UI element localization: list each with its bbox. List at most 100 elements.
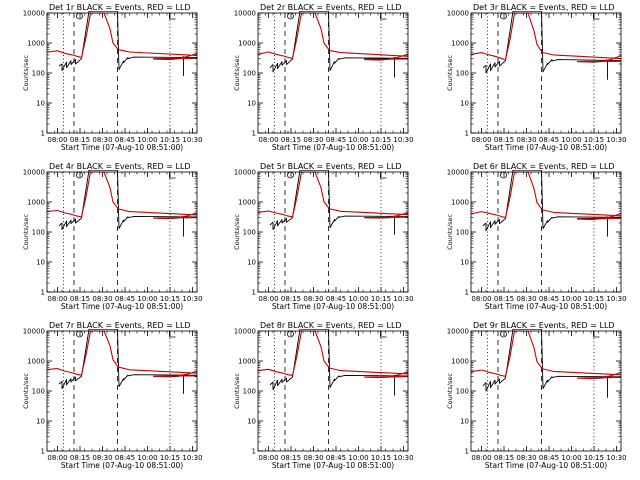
x-tick-label: 10:30	[606, 295, 626, 303]
x-tick-label: 08:15	[494, 136, 514, 144]
y-axis-label: Counts/sec	[233, 55, 241, 91]
chart-title: Det 5r BLACK = Events, RED = LLD	[260, 162, 402, 171]
lld-line	[258, 12, 408, 61]
bracket-marker	[380, 331, 387, 338]
plot-frame	[257, 330, 409, 452]
y-axis-label: Counts/sec	[446, 55, 454, 91]
y-tick-label: 100	[456, 388, 469, 396]
chart-panel-9: Det 9r BLACK = Events, RED = LLD 1 10 100 10…	[446, 321, 627, 470]
y-tick-label: 10	[247, 259, 256, 267]
chart-panel-8: Det 8r BLACK = Events, RED = LLD 1 10 100 10…	[233, 321, 414, 470]
x-tick-label: 08:30	[303, 454, 323, 462]
y-axis-label: Counts/sec	[22, 373, 30, 409]
chart-title: Det 1r BLACK = Events, RED = LLD	[49, 3, 191, 12]
y-tick-label: 1	[252, 289, 256, 297]
x-tick-label: 08:15	[70, 454, 90, 462]
y-tick-label: 1000	[238, 199, 256, 207]
x-tick-label: 08:45	[326, 295, 346, 303]
x-tick-label: 10:15	[584, 295, 604, 303]
plot-frame	[257, 171, 409, 293]
x-tick-label: 08:30	[516, 454, 536, 462]
y-tick-label: 100	[243, 229, 256, 237]
x-tick-label: 08:15	[281, 295, 301, 303]
x-tick-label: 10:00	[348, 454, 368, 462]
y-tick-label: 1000	[451, 199, 469, 207]
chart-panel-3: Det 3r BLACK = Events, RED = LLD 1 10 100 10…	[446, 3, 627, 152]
x-tick-label: 10:00	[137, 136, 157, 144]
y-tick-label: 1	[41, 289, 45, 297]
plot-frame	[46, 12, 198, 134]
plot-frame	[46, 330, 198, 452]
y-tick-label: 10000	[23, 10, 45, 18]
y-tick-label: 1000	[238, 40, 256, 48]
x-tick-label: 08:00	[258, 454, 278, 462]
x-tick-label: 10:30	[182, 295, 202, 303]
events-line	[269, 329, 408, 396]
x-axis-label: Start Time (07-Aug-10 08:51:00)	[272, 143, 394, 152]
y-tick-label: 1	[252, 130, 256, 138]
x-axis-label: Start Time (07-Aug-10 08:51:00)	[485, 143, 607, 152]
chart-title: Det 4r BLACK = Events, RED = LLD	[49, 162, 191, 171]
lld-line	[471, 330, 621, 380]
x-tick-label: 08:30	[92, 454, 112, 462]
attenuator-marker	[76, 330, 83, 338]
lld-line	[258, 330, 408, 379]
lld-line	[47, 330, 197, 378]
x-tick-label: 10:00	[561, 295, 581, 303]
x-tick-label: 08:45	[115, 136, 135, 144]
y-tick-label: 10	[36, 100, 45, 108]
chart-panel-6: Det 6r BLACK = Events, RED = LLD 1 10 100 10…	[446, 162, 627, 311]
x-tick-label: 08:45	[539, 295, 559, 303]
x-tick-label: 10:15	[160, 454, 180, 462]
chart-title: Det 2r BLACK = Events, RED = LLD	[260, 3, 402, 12]
lld-line	[47, 171, 197, 220]
x-tick-label: 08:45	[539, 136, 559, 144]
y-tick-label: 100	[456, 229, 469, 237]
attenuator-marker	[287, 171, 294, 179]
y-tick-label: 1	[41, 130, 45, 138]
events-line	[58, 329, 197, 394]
bracket-marker	[593, 331, 600, 338]
x-tick-label: 10:30	[182, 454, 202, 462]
series-layer	[471, 170, 621, 237]
y-tick-label: 1000	[27, 40, 45, 48]
series-layer	[258, 11, 408, 78]
y-axis-label: Counts/sec	[22, 214, 30, 250]
chart-panel-4: Det 4r BLACK = Events, RED = LLD 1 10 100 10…	[22, 162, 203, 311]
x-tick-label: 08:45	[115, 295, 135, 303]
y-tick-label: 100	[456, 70, 469, 78]
y-tick-label: 10000	[23, 169, 45, 177]
x-tick-label: 08:00	[471, 295, 491, 303]
series-layer	[47, 11, 197, 76]
x-tick-label: 08:15	[494, 295, 514, 303]
x-tick-label: 10:30	[606, 454, 626, 462]
x-tick-label: 08:00	[47, 295, 67, 303]
x-axis-label: Start Time (07-Aug-10 08:51:00)	[61, 143, 183, 152]
x-tick-label: 10:30	[182, 136, 202, 144]
x-tick-label: 08:15	[281, 454, 301, 462]
bracket-marker	[380, 172, 387, 179]
y-tick-label: 10	[460, 418, 469, 426]
y-tick-label: 100	[243, 70, 256, 78]
x-tick-label: 08:00	[471, 454, 491, 462]
x-tick-label: 10:15	[371, 295, 391, 303]
series-layer	[47, 329, 197, 394]
events-line	[482, 329, 621, 398]
chart-panel-7: Det 7r BLACK = Events, RED = LLD 1 10 100 10…	[22, 321, 203, 470]
attenuator-marker	[76, 12, 83, 20]
plot-frame	[257, 12, 409, 134]
x-tick-label: 08:15	[70, 295, 90, 303]
x-tick-label: 08:45	[326, 454, 346, 462]
x-axis-label: Start Time (07-Aug-10 08:51:00)	[485, 302, 607, 311]
series-layer	[471, 329, 621, 398]
y-axis-label: Counts/sec	[22, 55, 30, 91]
series-layer	[258, 170, 408, 235]
x-tick-label: 08:15	[70, 136, 90, 144]
x-tick-label: 10:00	[137, 295, 157, 303]
plot-frame	[470, 12, 622, 134]
y-tick-label: 10	[36, 259, 45, 267]
x-tick-label: 08:30	[303, 295, 323, 303]
lld-line	[471, 171, 621, 221]
x-tick-label: 08:30	[516, 136, 536, 144]
attenuator-marker	[500, 330, 507, 338]
